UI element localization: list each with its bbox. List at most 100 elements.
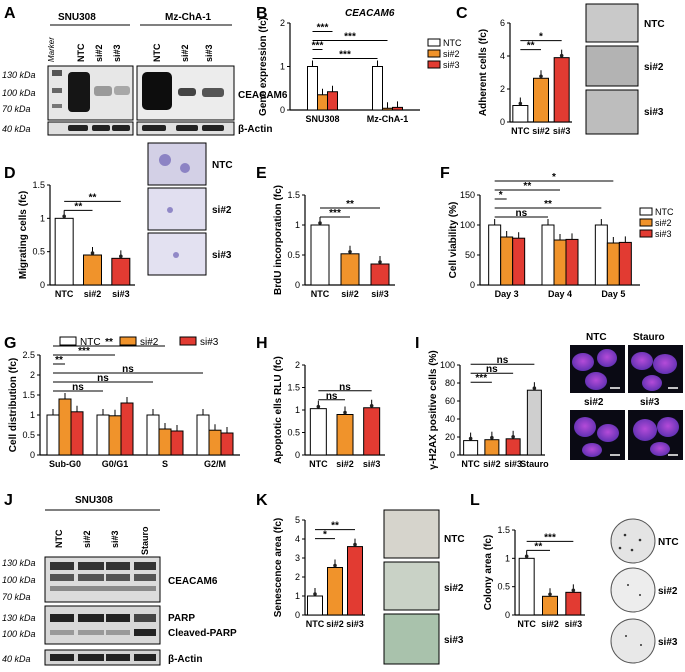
data-point (518, 101, 523, 106)
y-tick-label: 0 (40, 280, 45, 290)
significance-label: * (499, 190, 503, 201)
micrograph-c-2 (585, 45, 639, 87)
y-tick-label: 5 (295, 515, 300, 525)
data-point (511, 435, 515, 439)
micrograph-d-label: si#3 (212, 250, 232, 261)
y-tick-label: 1 (280, 62, 285, 72)
bar (512, 105, 529, 123)
kda-label: 130 kDa (2, 558, 36, 568)
significance-label: ns (326, 391, 338, 402)
x-tick-label: si#2 (326, 619, 344, 629)
x-tick-label: si#2 (84, 289, 102, 299)
bar (307, 595, 323, 616)
micrograph-d-label: NTC (212, 160, 233, 171)
kda-label: 100 kDa (2, 629, 36, 639)
y-tick-label: 1.5 (497, 525, 510, 535)
micrograph-k-label: NTC (444, 534, 465, 545)
data-point (378, 260, 382, 264)
y-axis-label: Cell viability (%) (448, 202, 459, 279)
panel-letter-i: I (415, 335, 419, 352)
micrograph-i-label: si#2 (584, 397, 604, 408)
blot-a-lane-labels: NTC si#2 si#3 NTC si#2 si#3 (76, 43, 214, 62)
bar (208, 429, 222, 456)
significance-label: *** (78, 346, 90, 357)
bar (54, 217, 74, 286)
micrograph-i-label: NTC (586, 332, 607, 343)
data-point (343, 410, 347, 415)
x-tick-label: G2/M (204, 459, 226, 469)
significance-label: * (323, 530, 327, 541)
x-tick-label: SNU308 (305, 114, 339, 124)
blot-j-band-label-3: Cleaved-PARP (168, 628, 237, 639)
micrograph-d-label: si#2 (212, 205, 232, 216)
x-tick-label: NTC (517, 619, 536, 629)
legend-f: NTC si#2 si#3 (639, 207, 674, 239)
kda-label: 40 kDa (2, 654, 31, 664)
legend-label: si#2 (655, 218, 672, 228)
y-tick-label: 0 (295, 280, 300, 290)
bar (565, 591, 582, 616)
significance-label: ** (527, 41, 535, 52)
bar (46, 414, 60, 456)
bar (170, 430, 184, 456)
y-tick-label: 100 (460, 220, 475, 230)
y-tick-label: 0.5 (497, 582, 510, 592)
micrograph-c-3 (585, 89, 639, 135)
data-point (468, 436, 473, 441)
micrograph-group-l: NTC si#2 si#3 (610, 518, 679, 664)
blot-a-actin-bands (68, 125, 224, 131)
micrograph-k-label: si#3 (444, 635, 464, 646)
significance-label: ns (515, 208, 527, 219)
bar (541, 224, 555, 286)
data-point (62, 214, 66, 219)
kda-label: 130 kDa (2, 70, 36, 80)
y-tick-label: 0 (470, 280, 475, 290)
bar (370, 263, 390, 286)
legend-g: NTC si#2 si#3 (59, 336, 219, 348)
significance-label: ns (72, 382, 84, 393)
significance-label: ** (346, 199, 354, 210)
panel-letter-f: F (440, 165, 450, 182)
y-tick-label: 4 (500, 51, 505, 61)
significance-label: ns (339, 382, 351, 393)
blot-j-lane: NTC (54, 529, 64, 548)
blot-a-marker: Marker (47, 37, 56, 62)
kda-label: 40 kDa (2, 124, 31, 134)
micrograph-k-2 (383, 561, 440, 611)
micrograph-group-c: NTC si#2 si#3 (585, 3, 665, 135)
significance-label: ** (74, 201, 82, 212)
x-tick-label: si#2 (483, 459, 501, 469)
x-tick-label: G0/G1 (102, 459, 129, 469)
bar (505, 438, 521, 456)
micrograph-group-d: NTC si#2 si#3 (147, 142, 233, 276)
x-tick-label: si#2 (341, 289, 359, 299)
legend-b: NTC si#2 si#3 (427, 38, 462, 70)
bar (327, 91, 338, 111)
bar (533, 77, 549, 123)
blot-a-lane: si#3 (204, 44, 214, 62)
y-tick-label: 2 (295, 572, 300, 582)
bar (96, 414, 110, 456)
micrograph-c-label: si#3 (644, 107, 664, 118)
bar (158, 428, 172, 456)
micrograph-group-i: NTC Stauro si#2 si#3 (570, 332, 683, 460)
y-axis-label: Gene expression (fc) (258, 17, 269, 116)
x-tick-label: Day 3 (495, 289, 519, 299)
y-tick-label: 0 (280, 105, 285, 115)
bar (111, 257, 131, 286)
bar (526, 389, 542, 456)
blot-j-lane: si#2 (82, 530, 92, 548)
x-tick-label: S (162, 459, 168, 469)
blot-a-kda-labels: 130 kDa 100 kDa 70 kDa 40 kDa (2, 70, 36, 134)
bar (392, 106, 403, 111)
x-tick-label: si#3 (112, 289, 130, 299)
micrograph-k-3 (383, 613, 440, 665)
blot-j-group: SNU308 (75, 495, 113, 506)
legend-label: si#3 (200, 337, 219, 348)
significance-label: ** (544, 199, 552, 210)
significance-label: ns (97, 373, 109, 384)
micrograph-c-label: si#2 (644, 62, 664, 73)
chart-b: 0 1 2 Gene expression (fc) SNU308 Mz-ChA-1 ***… (258, 17, 420, 124)
